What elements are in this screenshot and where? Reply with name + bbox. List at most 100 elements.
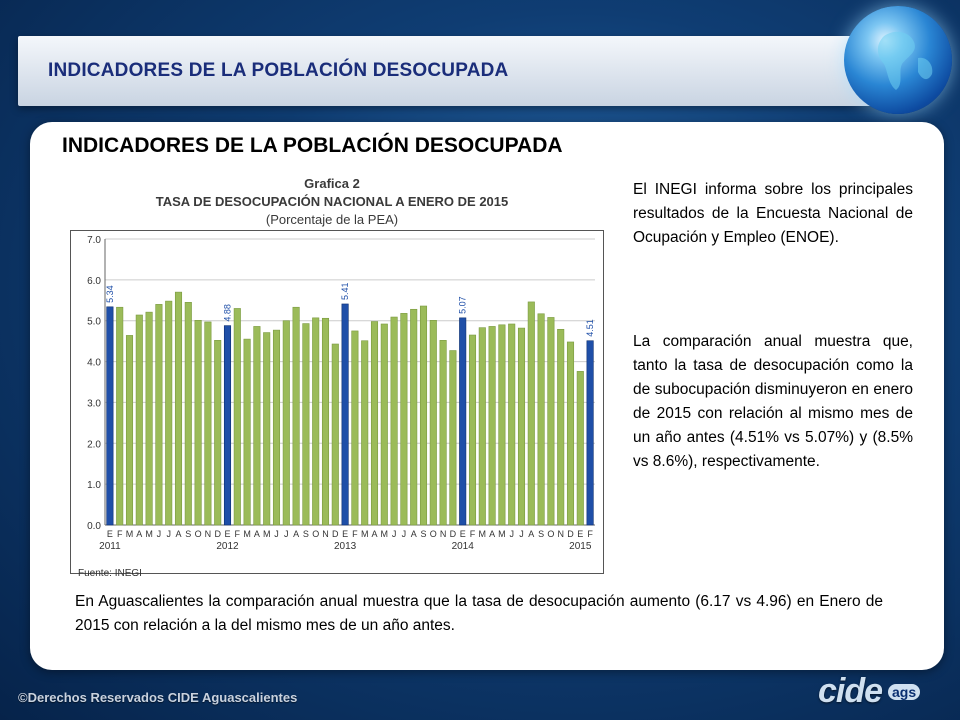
bar — [292, 306, 300, 526]
x-tick-label: J — [274, 529, 279, 539]
bar — [419, 305, 428, 526]
data-label: 5.07 — [458, 296, 468, 314]
x-tick-label: S — [538, 529, 544, 539]
bar — [272, 329, 281, 526]
comparison-paragraph: La comparación anual muestra que, tanto … — [633, 333, 913, 470]
bar — [214, 340, 222, 526]
bar — [508, 323, 516, 526]
bar — [468, 334, 477, 526]
y-tick-label: 4.0 — [87, 358, 101, 369]
x-tick-label: J — [284, 529, 289, 539]
intro-paragraph: El INEGI informa sobre los principales r… — [633, 181, 913, 246]
bar — [321, 317, 330, 526]
globe-icon — [844, 6, 952, 114]
x-tick-label: F — [470, 529, 476, 539]
bar — [282, 320, 290, 526]
bar — [223, 325, 232, 526]
x-tick-label: J — [402, 529, 407, 539]
data-label: 5.34 — [105, 285, 115, 303]
y-tick-label: 2.0 — [87, 439, 101, 450]
bar — [341, 303, 349, 526]
bar — [390, 316, 398, 526]
x-tick-label: A — [528, 529, 534, 539]
x-tick-label: A — [136, 529, 142, 539]
data-label: 5.41 — [340, 282, 350, 300]
y-tick-label: 0.0 — [87, 521, 101, 532]
x-tick-label: M — [381, 529, 389, 539]
logo-subtext: ags — [888, 684, 921, 700]
x-tick-label: M — [126, 529, 134, 539]
bar — [253, 326, 261, 526]
x-tick-label: D — [332, 529, 339, 539]
y-tick-label: 7.0 — [87, 235, 101, 246]
x-tick-label: N — [440, 529, 447, 539]
x-tick-label: E — [577, 529, 583, 539]
bar — [449, 350, 457, 526]
bar — [116, 306, 124, 526]
x-tick-label: N — [322, 529, 329, 539]
x-tick-label: A — [293, 529, 299, 539]
x-tick-label: S — [185, 529, 191, 539]
bar — [194, 320, 202, 526]
cide-logo: cide ags — [818, 672, 938, 714]
x-tick-label: F — [117, 529, 123, 539]
bar — [410, 308, 418, 526]
bar — [439, 340, 447, 526]
bar — [566, 341, 575, 526]
x-tick-label: O — [195, 529, 202, 539]
x-tick-label: O — [547, 529, 554, 539]
bar — [165, 300, 173, 526]
bar — [184, 302, 192, 526]
x-tick-label: E — [342, 529, 348, 539]
x-tick-label: M — [145, 529, 153, 539]
bar — [125, 335, 134, 526]
aguascalientes-paragraph: En Aguascalientes la comparación anual m… — [75, 593, 883, 634]
x-tick-label: E — [107, 529, 113, 539]
year-label: 2011 — [99, 541, 121, 552]
x-tick-label: F — [587, 529, 593, 539]
y-tick-label: 3.0 — [87, 398, 101, 409]
bar — [576, 371, 584, 526]
x-tick-label: E — [460, 529, 466, 539]
chart-frame: 0.0 1.0 2.0 3.0 4.0 5.0 6.0 7.0 5.34 E 2011 F M A M J J A… — [70, 230, 604, 574]
bar — [537, 313, 545, 526]
bar — [174, 291, 183, 526]
bar — [351, 330, 359, 526]
logo-text: cide — [818, 672, 883, 710]
chart-title: TASA DE DESOCUPACIÓN NACIONAL A ENERO DE… — [155, 194, 509, 209]
bar — [488, 326, 496, 526]
x-tick-label: O — [312, 529, 319, 539]
x-tick-label: D — [567, 529, 574, 539]
x-tick-label: E — [224, 529, 230, 539]
bar — [527, 301, 535, 526]
copyright-footer: ©Derechos Reservados CIDE Aguascalientes — [18, 690, 298, 705]
x-tick-label: O — [430, 529, 437, 539]
x-tick-label: D — [214, 529, 221, 539]
x-tick-label: A — [175, 529, 181, 539]
bar — [302, 323, 310, 526]
x-tick-label: J — [519, 529, 524, 539]
y-tick-label: 1.0 — [87, 480, 101, 491]
bar — [145, 311, 153, 526]
bar — [361, 340, 369, 526]
bar — [380, 323, 388, 526]
x-tick-label: A — [254, 529, 260, 539]
x-tick-label: M — [361, 529, 369, 539]
bar — [135, 314, 143, 526]
bar — [557, 328, 565, 526]
y-tick-label: 5.0 — [87, 317, 101, 328]
x-tick-label: N — [557, 529, 564, 539]
bar — [312, 317, 320, 526]
bar — [459, 317, 467, 526]
x-tick-label: S — [303, 529, 309, 539]
x-tick-label: M — [498, 529, 506, 539]
year-label: 2014 — [452, 541, 475, 552]
bar — [400, 313, 408, 526]
bar — [547, 317, 555, 526]
x-tick-label: A — [489, 529, 495, 539]
x-tick-label: M — [263, 529, 271, 539]
bar — [155, 304, 163, 526]
chart-figure-number: Grafica 2 — [304, 176, 360, 191]
x-tick-label: J — [392, 529, 397, 539]
globe-continents — [877, 31, 933, 91]
